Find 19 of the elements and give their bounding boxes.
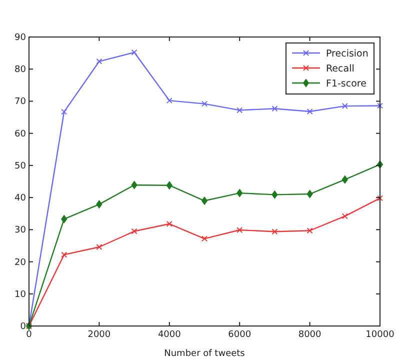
- x-axis-title: Number of tweets: [164, 349, 246, 359]
- y-tick-label: 10: [14, 290, 26, 300]
- y-tick-label: 90: [14, 33, 26, 43]
- y-tick-label: 60: [14, 129, 26, 140]
- legend-label: Recall: [326, 64, 354, 74]
- x-tick-label: 2000: [88, 330, 111, 340]
- x-tick-label: 10000: [366, 330, 395, 340]
- legend-label: Precision: [326, 48, 368, 60]
- x-tick-label: 4000: [158, 330, 182, 340]
- legend-label: F1-score: [326, 78, 367, 90]
- y-tick-label: 20: [14, 258, 26, 268]
- y-tick-label: 50: [14, 161, 26, 172]
- y-tick-label: 40: [14, 194, 26, 204]
- y-tick-label: 30: [14, 226, 26, 236]
- x-tick-label: 8000: [298, 330, 322, 340]
- y-tick-label: 70: [14, 97, 26, 108]
- y-tick-label: 0: [20, 322, 26, 332]
- x-tick-label: 6000: [228, 330, 252, 340]
- y-tick-label: 80: [14, 65, 26, 76]
